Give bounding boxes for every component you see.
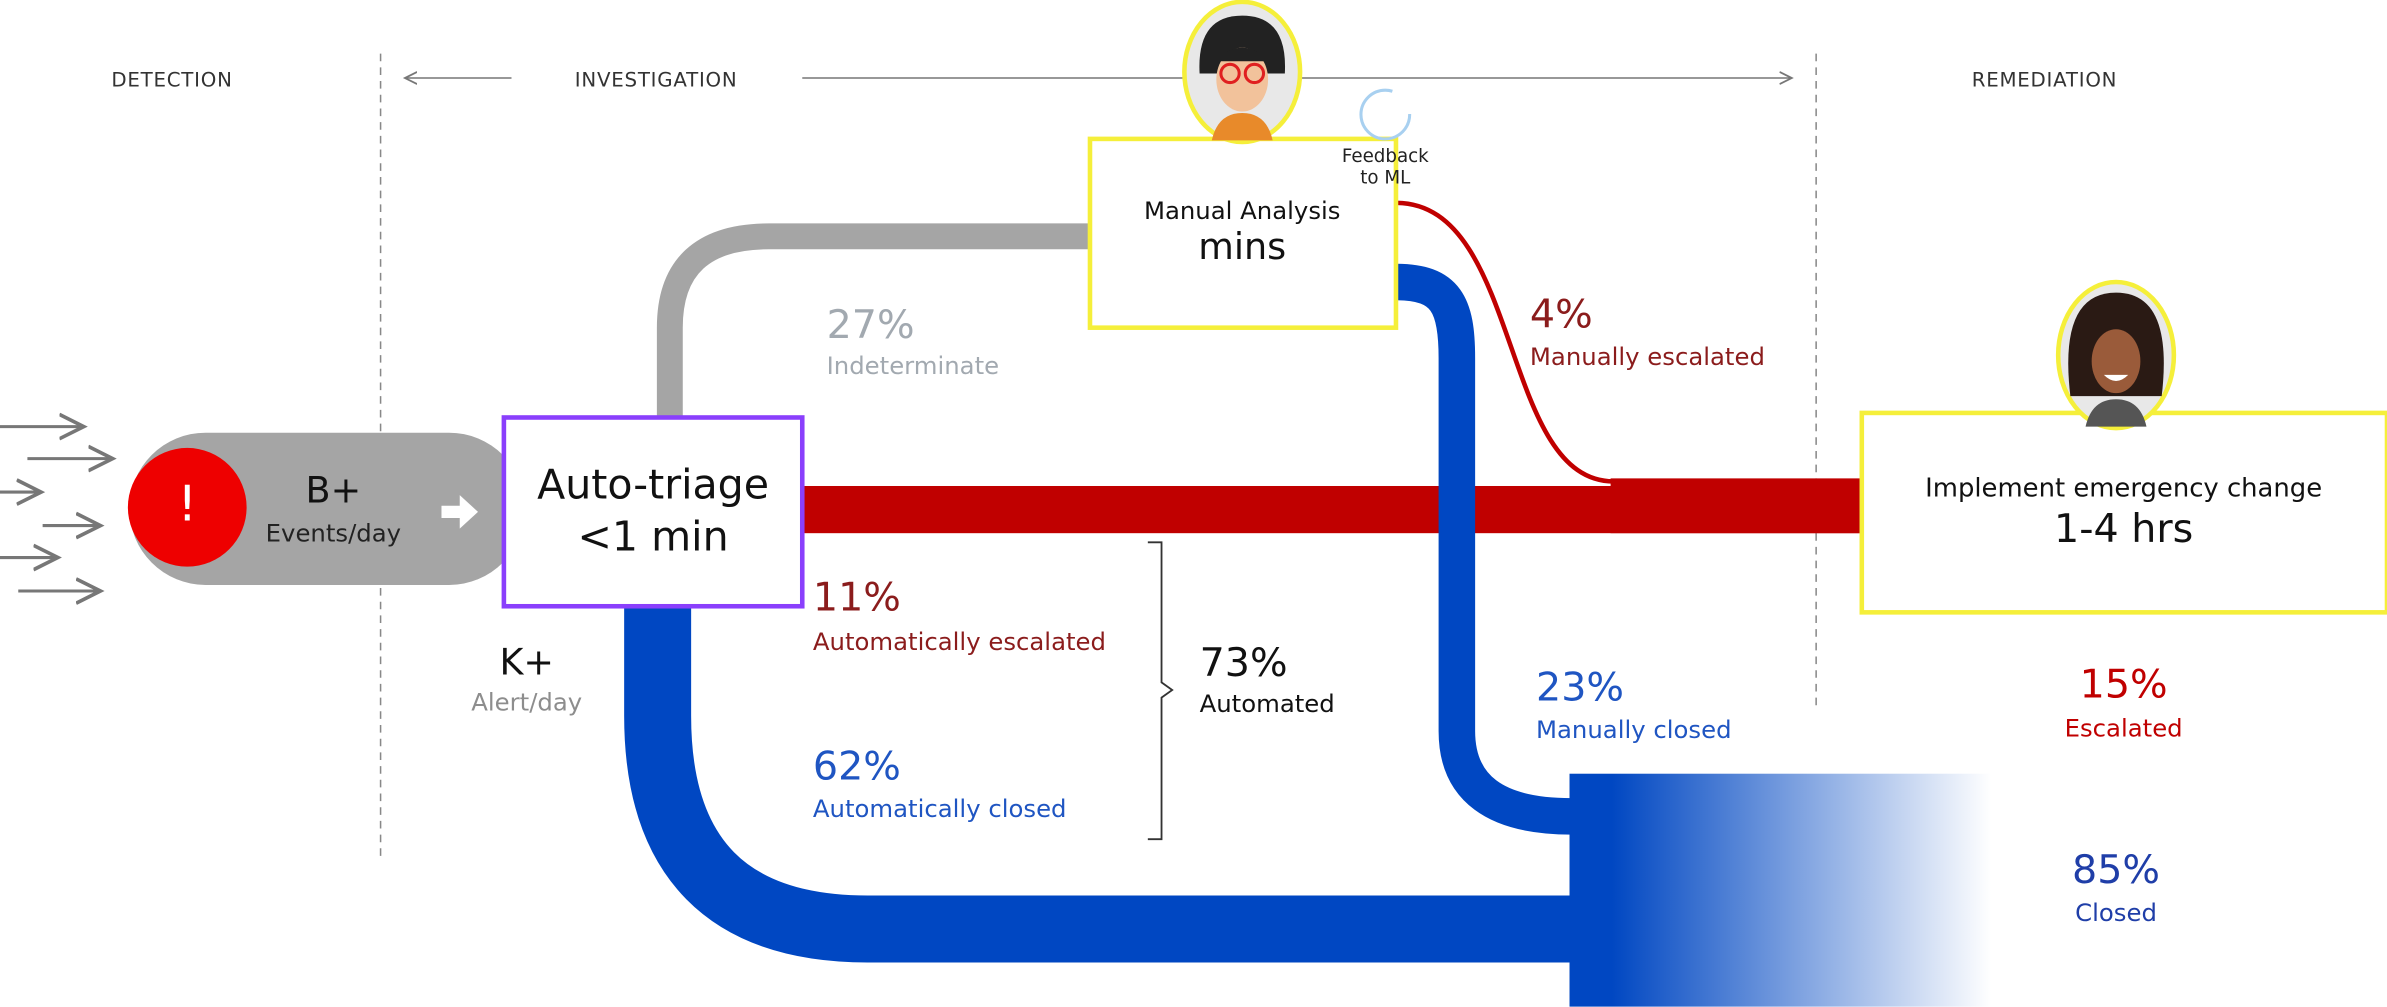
flow-percent: 85% [2072,847,2160,893]
engineer-avatar [2058,282,2174,428]
flow-label: Automatically closed [813,794,1067,823]
phase-label: INVESTIGATION [575,69,738,92]
flow-percent: 23% [1536,664,1624,710]
remediation-time: 1-4 hrs [2054,506,2193,552]
feedback-label: to ML [1360,167,1411,188]
flow-percent: 4% [1530,292,1593,338]
phase-label: DETECTION [111,69,232,92]
flow-label: Closed [2075,898,2157,927]
feedback-loop [1361,90,1410,139]
auto-close-flow [658,603,1571,929]
flow-label: Manually closed [1536,715,1732,744]
manual-analysis-time: mins [1198,225,1286,268]
events-unit: Events/day [266,519,401,548]
manual-analysis-title: Manual Analysis [1144,196,1341,225]
flow-percent: 11% [813,575,901,621]
flow-label: Indeterminate [827,351,1000,380]
remediation-title: Implement emergency change [1925,474,2322,504]
closed-sink [1570,774,1992,1007]
flow-percent: 27% [827,302,915,348]
bracket [1148,542,1172,839]
alerts-unit: Alert/day [471,688,582,717]
alert-icon-text: ! [177,476,197,532]
flow-label: Automated [1200,689,1335,718]
diagram: DETECTION INVESTIGATION REMEDIATION ! B+… [0,0,2387,1007]
page: { "phases": {"detection": "DETECTION", "… [0,0,2387,1007]
events-volume: B+ [306,469,362,512]
phase-label: REMEDIATION [1972,69,2118,92]
flow-label: Manually escalated [1530,342,1765,371]
input-arrows [0,427,113,591]
flow-label: Automatically escalated [813,627,1106,656]
alerts-volume: K+ [499,641,554,684]
flow-percent: 73% [1200,640,1288,686]
flow-label: Escalated [2065,714,2183,743]
auto-triage-title: Auto-triage [537,461,769,509]
auto-triage-time: <1 min [578,512,729,560]
analyst-avatar [1184,2,1300,142]
flow-percent: 15% [2080,661,2168,707]
flow-percent: 62% [813,744,901,790]
escalation-flow [1611,478,1870,533]
feedback-label: Feedback [1342,146,1429,167]
